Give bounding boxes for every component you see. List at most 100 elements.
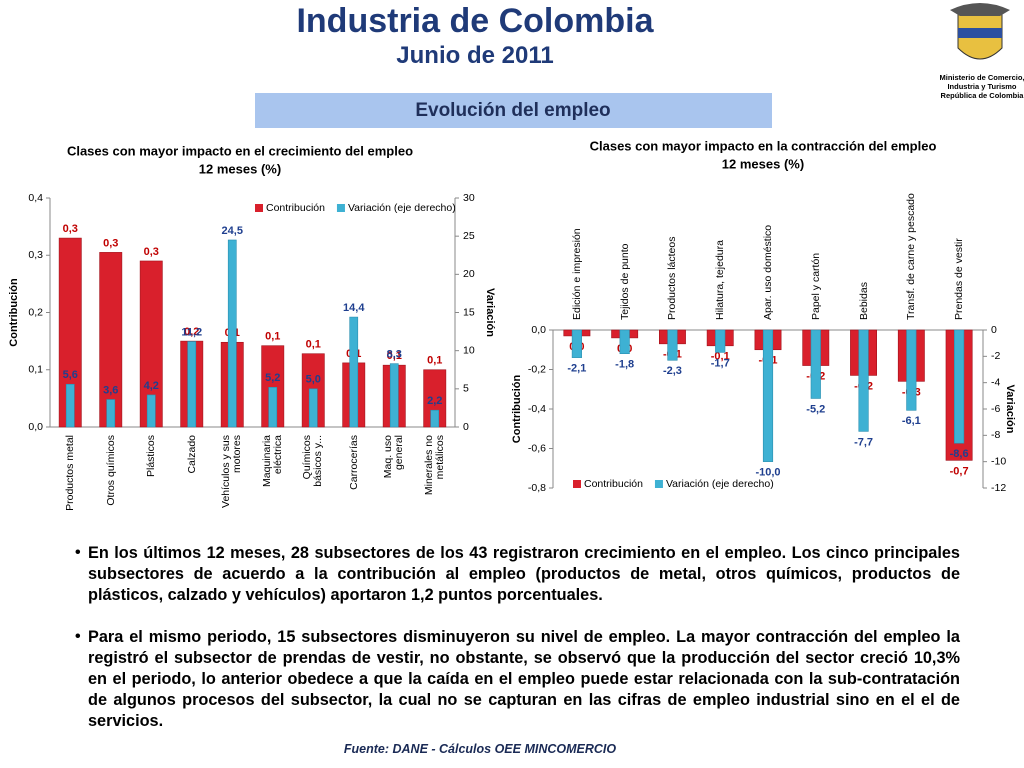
- chart-subtitle: 12 meses (%): [199, 161, 281, 176]
- data-label: -10,0: [755, 467, 780, 479]
- data-label: -1,7: [711, 357, 730, 369]
- y2-tick-label: 20: [463, 268, 475, 280]
- bar: [389, 363, 399, 428]
- subtitle: Junio de 2011: [396, 42, 554, 69]
- y2-tick-label: -2: [991, 350, 1000, 362]
- x-tick-label: Vehículos y sus motores: [220, 435, 244, 508]
- bar: [858, 329, 869, 432]
- x-tick-label: Papel y cartón: [809, 252, 822, 320]
- y2-axis-label: Variación: [1004, 385, 1016, 434]
- y-tick-label: -0,2: [528, 363, 546, 375]
- x-tick-label: Bebidas: [857, 282, 870, 320]
- bar: [810, 329, 821, 399]
- y-tick-label: 0,3: [28, 249, 43, 261]
- logo-text: Ministerio de Comercio,: [939, 73, 1024, 82]
- data-label: 24,5: [222, 225, 243, 237]
- data-label: 0,1: [427, 355, 442, 367]
- y2-tick-label: -4: [991, 376, 1000, 388]
- data-label: 0,3: [103, 237, 118, 249]
- chart-subtitle: 12 meses (%): [722, 156, 804, 171]
- x-tick-label: Carrocerías: [347, 435, 360, 490]
- y-tick-label: 0,4: [28, 192, 43, 204]
- legend-label: Variación (eje derecho): [348, 202, 456, 214]
- data-label: -6,1: [902, 415, 921, 427]
- data-label: -1,8: [615, 359, 634, 371]
- logo: [950, 3, 1010, 60]
- y2-tick-label: -12: [991, 482, 1006, 494]
- y2-tick-label: 0: [991, 324, 997, 336]
- bar: [619, 329, 630, 355]
- bar: [65, 383, 75, 428]
- bar: [762, 329, 774, 462]
- data-label: -0,7: [950, 465, 969, 477]
- bar: [268, 387, 278, 428]
- data-label: 4,2: [144, 380, 159, 392]
- bar: [187, 341, 197, 428]
- bullet-dot: •: [75, 544, 81, 561]
- x-tick-label: Otros químicos: [104, 435, 117, 506]
- y2-tick-label: 25: [463, 230, 475, 242]
- logo-text: República de Colombia: [941, 91, 1024, 100]
- y-axis-label: Contribución: [511, 375, 523, 444]
- data-label: 11,2: [181, 326, 202, 338]
- bullet-text: En los últimos 12 meses, 28 subsectores …: [88, 544, 960, 604]
- data-label: 0,1: [265, 331, 280, 343]
- data-label: -7,7: [854, 436, 873, 448]
- bullet-text: Para el mismo periodo, 15 subsectores di…: [88, 628, 960, 730]
- x-tick-label: Calzado: [185, 435, 198, 474]
- data-label: -8,6: [950, 448, 969, 460]
- data-label: -5,2: [806, 403, 825, 415]
- bullet-dot: •: [75, 628, 81, 645]
- y-tick-label: 0,0: [28, 421, 43, 433]
- x-tick-label: Químicos básicos y...: [301, 435, 325, 487]
- data-label: -0,1: [711, 351, 730, 363]
- x-tick-label: Maquinaria eléctrica: [260, 435, 284, 487]
- bar: [308, 388, 318, 428]
- x-tick-label: Minerales no metálicos: [422, 435, 446, 496]
- data-label: 14,4: [343, 302, 365, 314]
- data-label: 0,1: [387, 350, 402, 362]
- y2-tick-label: 30: [463, 192, 475, 204]
- y2-tick-label: 5: [463, 383, 469, 395]
- y-tick-label: 0,2: [28, 306, 43, 318]
- y-tick-label: 0,0: [531, 324, 546, 336]
- y2-tick-label: -10: [991, 455, 1006, 467]
- y2-tick-label: -8: [991, 429, 1000, 441]
- y2-tick-label: 15: [463, 306, 475, 318]
- data-label: 0,1: [306, 339, 321, 351]
- x-tick-label: Plásticos: [144, 435, 157, 478]
- legend-swatch: [255, 204, 263, 212]
- y2-tick-label: -6: [991, 403, 1000, 415]
- x-tick-label: Productos lácteos: [665, 236, 678, 320]
- section-title: Evolución del empleo: [415, 100, 610, 121]
- x-tick-label: Tejidos de punto: [618, 243, 631, 320]
- data-label: 0,3: [63, 223, 78, 235]
- bar: [715, 329, 726, 353]
- legend-swatch: [654, 480, 663, 488]
- section-band: [255, 93, 772, 128]
- chart-title: Clases con mayor impacto en el crecimien…: [67, 143, 413, 158]
- y-axis-label: Contribución: [8, 278, 20, 347]
- data-label: 2,2: [427, 395, 442, 407]
- bar: [146, 394, 156, 428]
- x-tick-label: Maq. uso general: [382, 435, 406, 479]
- data-label: 0,3: [144, 246, 159, 258]
- source: Fuente: DANE - Cálculos OEE MINCOMERCIO: [343, 742, 617, 756]
- y-tick-label: -0,4: [528, 403, 546, 415]
- bar: [667, 329, 678, 361]
- data-label: 0,2: [184, 326, 199, 338]
- y-tick-label: 0,1: [28, 364, 43, 376]
- legend-swatch: [573, 480, 581, 488]
- legend-label: Contribución: [266, 202, 325, 214]
- data-label: 3,6: [103, 384, 118, 396]
- data-label: -2,1: [567, 363, 586, 375]
- bar: [954, 329, 965, 444]
- chart-title: Clases con mayor impacto en la contracci…: [590, 138, 937, 153]
- y2-axis-label: Variación: [484, 288, 496, 337]
- data-label: -2,3: [663, 365, 682, 377]
- bar: [349, 316, 359, 428]
- legend-swatch: [336, 204, 345, 212]
- x-tick-label: Hilatura, tejedura: [713, 240, 726, 320]
- legend-label: Contribución: [584, 478, 643, 490]
